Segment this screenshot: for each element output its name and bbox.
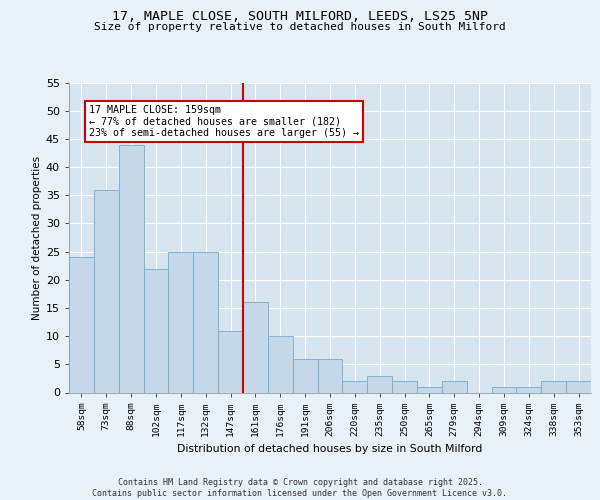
- Text: Size of property relative to detached houses in South Milford: Size of property relative to detached ho…: [94, 22, 506, 32]
- Bar: [367, 376, 392, 392]
- Bar: [268, 336, 293, 392]
- Bar: [293, 358, 317, 392]
- Y-axis label: Number of detached properties: Number of detached properties: [32, 156, 41, 320]
- Bar: [94, 190, 119, 392]
- Bar: [343, 381, 367, 392]
- Text: Contains HM Land Registry data © Crown copyright and database right 2025.
Contai: Contains HM Land Registry data © Crown c…: [92, 478, 508, 498]
- Bar: [218, 330, 243, 392]
- X-axis label: Distribution of detached houses by size in South Milford: Distribution of detached houses by size …: [178, 444, 482, 454]
- Bar: [317, 358, 343, 392]
- Bar: [491, 387, 517, 392]
- Bar: [566, 381, 591, 392]
- Bar: [69, 257, 94, 392]
- Bar: [143, 268, 169, 392]
- Text: 17 MAPLE CLOSE: 159sqm
← 77% of detached houses are smaller (182)
23% of semi-de: 17 MAPLE CLOSE: 159sqm ← 77% of detached…: [89, 105, 359, 138]
- Bar: [541, 381, 566, 392]
- Bar: [243, 302, 268, 392]
- Bar: [169, 252, 193, 392]
- Bar: [442, 381, 467, 392]
- Bar: [417, 387, 442, 392]
- Bar: [517, 387, 541, 392]
- Bar: [392, 381, 417, 392]
- Bar: [119, 144, 143, 392]
- Text: 17, MAPLE CLOSE, SOUTH MILFORD, LEEDS, LS25 5NP: 17, MAPLE CLOSE, SOUTH MILFORD, LEEDS, L…: [112, 10, 488, 23]
- Bar: [193, 252, 218, 392]
